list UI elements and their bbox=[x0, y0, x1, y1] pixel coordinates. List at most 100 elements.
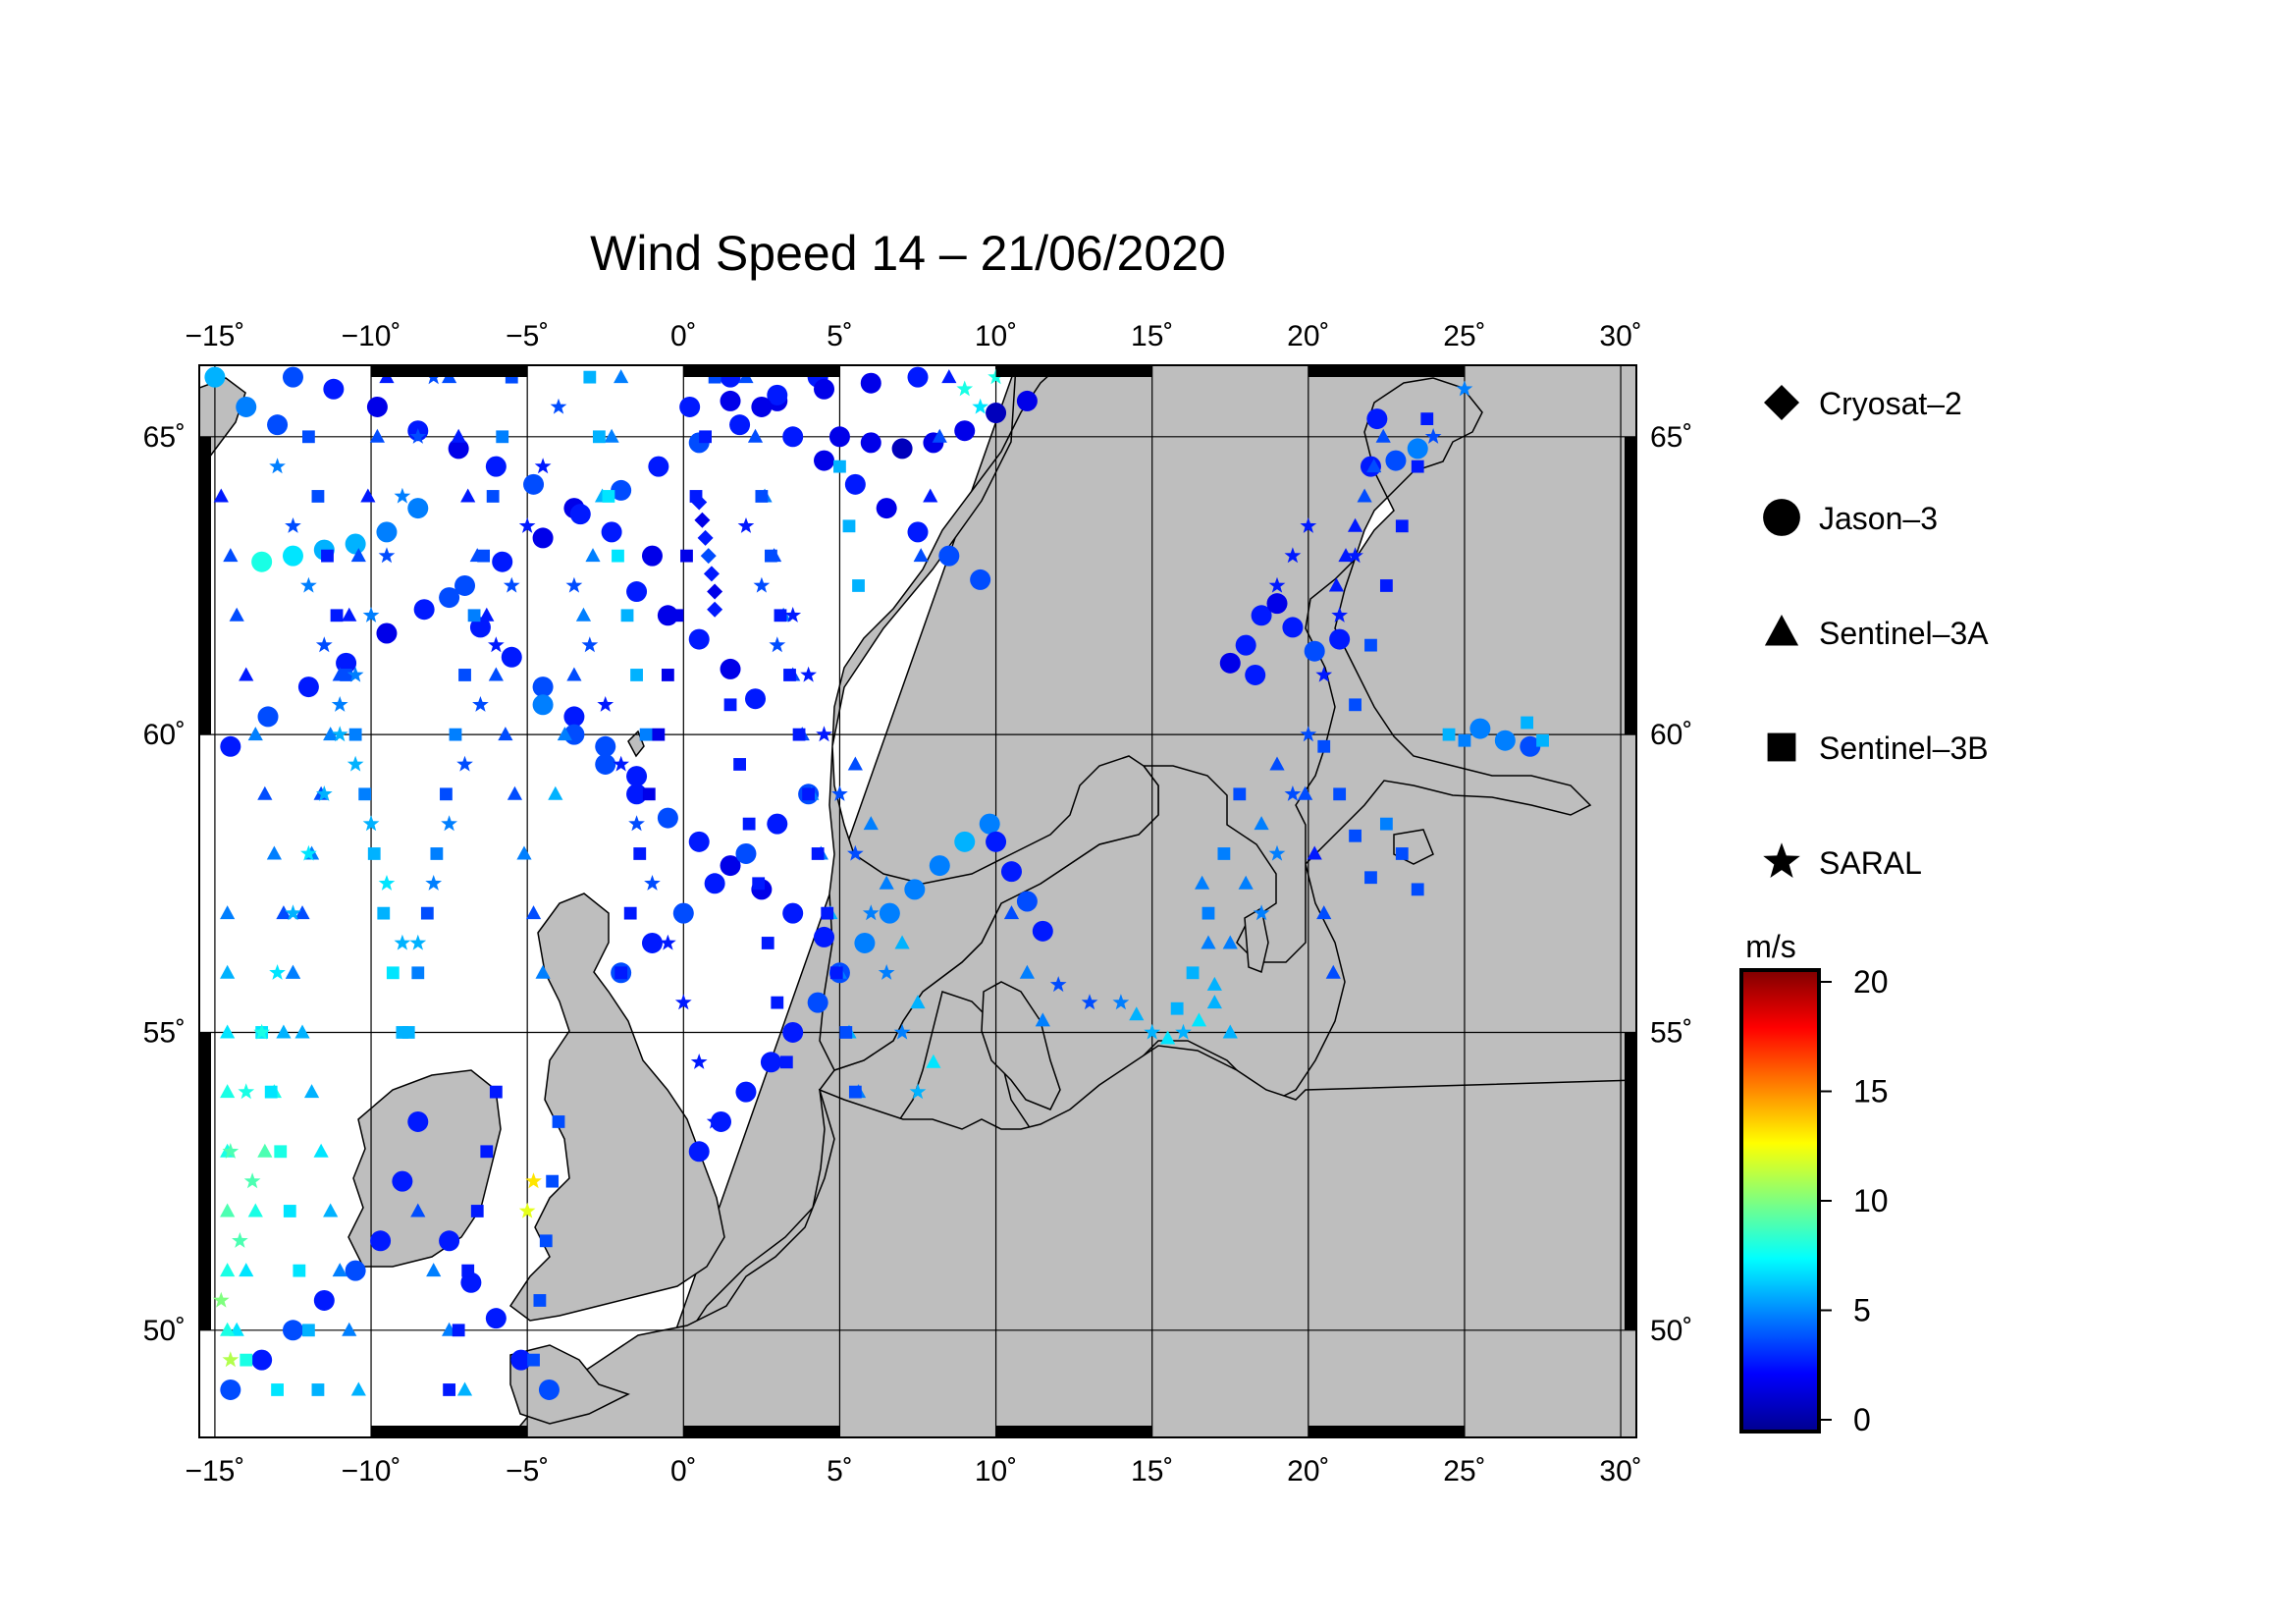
colorbar-tick-label: 10 bbox=[1853, 1183, 1889, 1218]
data-point-star bbox=[488, 636, 505, 653]
data-point-square bbox=[733, 758, 746, 771]
data-point-star bbox=[285, 517, 301, 533]
data-point-triangle bbox=[276, 1024, 292, 1039]
data-point-triangle bbox=[239, 1263, 254, 1277]
data-point-square bbox=[283, 1205, 296, 1217]
data-point-star bbox=[1268, 576, 1286, 593]
data-point-circle bbox=[204, 366, 226, 388]
data-point-square bbox=[771, 996, 784, 1009]
data-point-square bbox=[321, 549, 334, 563]
legend-item: SARAL bbox=[1763, 842, 1922, 881]
data-point-square bbox=[723, 698, 737, 712]
data-point-square bbox=[670, 609, 684, 622]
legend-item: Jason–3 bbox=[1763, 499, 1938, 536]
data-point-triangle bbox=[1325, 964, 1341, 979]
data-point-square bbox=[480, 1145, 494, 1159]
colorbar-tick-label: 5 bbox=[1853, 1293, 1871, 1328]
data-point-circle bbox=[439, 1230, 460, 1252]
data-point-circle bbox=[595, 735, 616, 757]
data-point-star bbox=[644, 875, 661, 891]
data-point-triangle bbox=[575, 607, 592, 622]
lon-tick-label-top: 20˚ bbox=[1287, 320, 1329, 352]
data-point-circle bbox=[1385, 450, 1407, 471]
data-point-star bbox=[816, 726, 832, 742]
data-point-star bbox=[243, 1172, 261, 1189]
lon-tick-label-top: 0˚ bbox=[670, 320, 697, 352]
data-point-triangle bbox=[456, 1381, 473, 1396]
data-point-star bbox=[1144, 1023, 1161, 1040]
data-point-circle bbox=[257, 706, 279, 728]
data-point-star bbox=[800, 666, 817, 682]
data-point-triangle bbox=[1375, 428, 1391, 443]
data-point-circle bbox=[1251, 605, 1272, 626]
data-point-circle bbox=[1266, 593, 1288, 615]
frame-band-bottom bbox=[995, 1426, 1152, 1437]
data-point-triangle bbox=[894, 935, 910, 949]
data-point-star bbox=[628, 815, 645, 832]
data-point-square bbox=[1411, 460, 1424, 473]
data-point-circle bbox=[282, 545, 303, 567]
data-point-square bbox=[699, 430, 712, 444]
data-point-circle bbox=[626, 581, 648, 603]
data-point-square bbox=[470, 1205, 484, 1217]
data-point-square bbox=[1233, 787, 1247, 801]
data-point-square bbox=[612, 549, 624, 563]
data-point-square bbox=[1458, 733, 1471, 747]
data-point-triangle bbox=[342, 607, 357, 622]
data-point-square bbox=[1186, 966, 1200, 980]
data-point-square bbox=[348, 728, 362, 741]
data-point-triangle bbox=[257, 1143, 273, 1158]
data-point-diamond bbox=[707, 583, 723, 600]
data-point-circle bbox=[392, 1170, 413, 1192]
data-point-circle bbox=[532, 527, 554, 549]
data-point-circle bbox=[454, 574, 476, 596]
data-point-triangle bbox=[303, 1084, 320, 1099]
data-point-circle bbox=[469, 617, 491, 638]
data-point-star bbox=[737, 517, 755, 533]
lon-tick-label-bottom: −15˚ bbox=[185, 1455, 244, 1488]
data-point-circle bbox=[648, 456, 669, 477]
data-point-square bbox=[761, 937, 774, 949]
data-point-triangle bbox=[229, 607, 244, 622]
legend-marker-square bbox=[1767, 732, 1796, 762]
data-point-star bbox=[441, 815, 457, 832]
data-point-triangle bbox=[426, 1263, 442, 1277]
lon-tick-label-bottom: 20˚ bbox=[1287, 1455, 1329, 1488]
legend: Cryosat–2 Jason–3 Sentinel–3A Sentinel–3B SA… bbox=[1763, 385, 1989, 881]
data-point-circle bbox=[626, 766, 648, 787]
frame-band-bottom bbox=[1308, 1426, 1465, 1437]
data-point-circle bbox=[370, 1230, 392, 1252]
data-point-circle bbox=[220, 735, 241, 757]
data-point-triangle bbox=[1019, 964, 1035, 979]
data-point-star bbox=[784, 607, 802, 622]
lon-tick-label-top: 30˚ bbox=[1599, 320, 1641, 352]
data-point-triangle bbox=[294, 905, 310, 920]
lat-tick-label-right: 65˚ bbox=[1650, 421, 1692, 454]
data-point-circle bbox=[954, 831, 976, 852]
data-point-star bbox=[269, 458, 286, 474]
data-point-star bbox=[1300, 517, 1317, 533]
data-point-circle bbox=[907, 521, 929, 543]
data-point-square bbox=[1349, 698, 1362, 712]
data-point-square bbox=[311, 1383, 325, 1396]
data-point-circle bbox=[595, 753, 616, 775]
data-point-circle bbox=[1016, 390, 1038, 411]
data-point-circle bbox=[814, 378, 835, 400]
data-point-circle bbox=[569, 504, 591, 525]
data-point-triangle bbox=[239, 667, 254, 681]
data-point-circle bbox=[626, 784, 648, 805]
data-point-square bbox=[821, 906, 834, 920]
data-point-triangle bbox=[410, 1203, 426, 1217]
series-square bbox=[240, 370, 1549, 1396]
data-point-square bbox=[792, 728, 806, 741]
land-norway bbox=[819, 365, 1159, 1071]
data-point-star bbox=[831, 785, 848, 801]
data-point-star bbox=[285, 904, 301, 921]
data-point-circle bbox=[1407, 438, 1428, 460]
legend-label: Sentinel–3B bbox=[1819, 730, 1989, 766]
colorbar-gradient bbox=[1739, 968, 1821, 1434]
data-point-star bbox=[315, 785, 333, 801]
data-point-square bbox=[301, 1324, 315, 1337]
data-point-triangle bbox=[548, 785, 563, 800]
data-point-square bbox=[539, 1234, 553, 1248]
